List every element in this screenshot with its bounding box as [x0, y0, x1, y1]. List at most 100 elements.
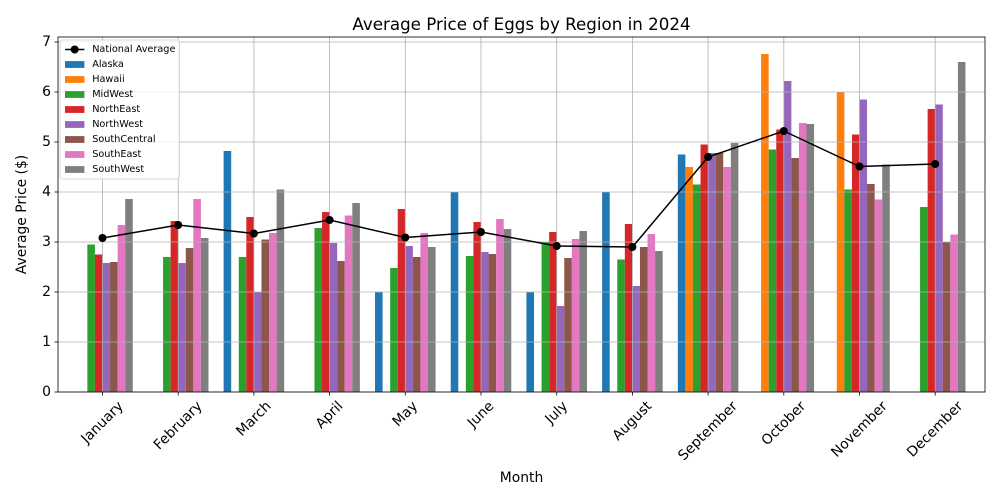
- legend-label-southcentral: SouthCentral: [92, 134, 155, 145]
- ytick-label-7: 7: [42, 34, 51, 50]
- bar-northwest-july: [556, 306, 565, 392]
- ytick-label-2: 2: [42, 284, 51, 300]
- legend-label-southwest: SouthWest: [92, 164, 144, 175]
- national-average-point-april: [325, 216, 334, 224]
- bar-southeast-may: [420, 233, 429, 392]
- legend-item-alaska: Alaska: [65, 59, 124, 70]
- ytick-label-1: 1: [42, 334, 51, 350]
- bar-southeast-february: [193, 199, 201, 392]
- ytick-label-6: 6: [42, 84, 51, 100]
- bar-southeast-august: [647, 234, 656, 392]
- bar-midwest-october: [768, 149, 777, 392]
- national-average-point-january: [98, 234, 107, 242]
- bar-southcentral-january: [110, 262, 118, 392]
- national-average-point-may: [401, 233, 410, 242]
- legend-item-southcentral: SouthCentral: [65, 134, 156, 145]
- axes-frame: [57, 36, 986, 393]
- bar-northwest-january: [102, 263, 111, 392]
- legend-item-national-average: National Average: [65, 44, 175, 55]
- bar-northwest-october: [783, 81, 792, 392]
- legend-label-national-average: National Average: [92, 44, 175, 55]
- legend-marker-national-average: [70, 45, 79, 54]
- bar-northeast-december: [927, 109, 936, 392]
- bar-southwest-february: [200, 238, 209, 392]
- ytick-label-5: 5: [42, 134, 51, 150]
- bar-southwest-august: [655, 251, 663, 392]
- bar-alaska-september: [677, 154, 686, 392]
- bar-southcentral-september: [715, 153, 724, 392]
- bar-southwest-september: [730, 143, 739, 392]
- ytick-label-0: 0: [42, 384, 51, 400]
- bar-midwest-december: [920, 207, 928, 392]
- national-average-point-february: [174, 221, 183, 229]
- bar-northwest-june: [481, 252, 489, 392]
- bar-southeast-march: [269, 233, 277, 392]
- bar-northeast-may: [397, 209, 406, 392]
- bar-midwest-july: [541, 242, 550, 392]
- bar-midwest-march: [238, 257, 247, 392]
- legend-swatch-hawaii: [65, 76, 85, 83]
- bar-hawaii-september: [685, 167, 693, 392]
- national-average-point-september: [704, 153, 713, 161]
- legend-item-midwest: MidWest: [65, 89, 133, 100]
- bar-hawaii-october: [761, 54, 769, 392]
- bar-northwest-february: [178, 263, 186, 392]
- bar-southwest-june: [503, 229, 512, 392]
- national-average-point-november: [855, 162, 864, 171]
- bar-southeast-november: [874, 199, 883, 392]
- bar-southcentral-october: [791, 158, 799, 392]
- national-average-point-october: [779, 127, 788, 135]
- legend-item-hawaii: Hawaii: [65, 74, 125, 85]
- bar-northwest-april: [329, 243, 338, 392]
- legend-items: National Average Alaska Hawaii MidWest North…: [65, 44, 175, 175]
- legend-item-northwest: NorthWest: [65, 119, 143, 130]
- bar-southeast-june: [496, 219, 504, 392]
- bar-northeast-march: [246, 217, 254, 392]
- bar-northwest-august: [632, 286, 640, 392]
- bar-southeast-july: [571, 239, 580, 392]
- ytick-label-4: 4: [42, 184, 51, 200]
- national-average-layer: [98, 127, 940, 251]
- bar-midwest-april: [314, 228, 323, 392]
- national-average-point-july: [552, 242, 561, 250]
- legend-label-hawaii: Hawaii: [92, 74, 124, 85]
- bar-southeast-april: [344, 215, 353, 392]
- bar-alaska-march: [223, 151, 232, 392]
- x-axis-label: Month: [500, 470, 544, 486]
- legend-label-southeast: SouthEast: [92, 149, 141, 160]
- bar-southcentral-june: [488, 254, 497, 392]
- national-average-line: [102, 130, 936, 248]
- bar-southwest-may: [428, 247, 436, 392]
- legend-swatch-northeast: [65, 106, 85, 113]
- bar-southwest-december: [957, 62, 966, 392]
- legend-item-southwest: SouthWest: [65, 164, 144, 175]
- bar-southeast-october: [798, 123, 807, 392]
- bar-southcentral-may: [412, 257, 421, 392]
- legend-item-northeast: NorthEast: [65, 104, 140, 115]
- legend-swatch-southeast: [65, 151, 85, 158]
- bar-southcentral-march: [261, 239, 270, 392]
- bar-southwest-january: [125, 199, 133, 392]
- legend-swatch-alaska: [65, 61, 85, 68]
- national-average-point-august: [628, 243, 637, 251]
- bar-southwest-april: [352, 203, 360, 392]
- bar-northeast-january: [94, 254, 103, 392]
- legend-swatch-southwest: [65, 166, 85, 173]
- bar-northeast-june: [473, 222, 481, 392]
- legend-label-alaska: Alaska: [92, 59, 124, 70]
- bar-midwest-september: [692, 184, 701, 392]
- bar-northeast-september: [700, 144, 709, 392]
- bar-midwest-june: [465, 256, 474, 392]
- bar-southcentral-august: [639, 247, 648, 392]
- bar-southwest-november: [882, 164, 890, 392]
- legend-label-midwest: MidWest: [92, 89, 133, 100]
- y-axis-label: Average Price ($): [14, 155, 30, 274]
- plot-area: [58, 37, 985, 392]
- bar-northwest-september: [708, 153, 716, 392]
- bar-northeast-november: [851, 134, 860, 392]
- bar-southeast-december: [950, 234, 958, 392]
- legend-item-southeast: SouthEast: [65, 149, 141, 160]
- bar-northeast-february: [170, 221, 179, 392]
- bar-midwest-january: [87, 244, 95, 392]
